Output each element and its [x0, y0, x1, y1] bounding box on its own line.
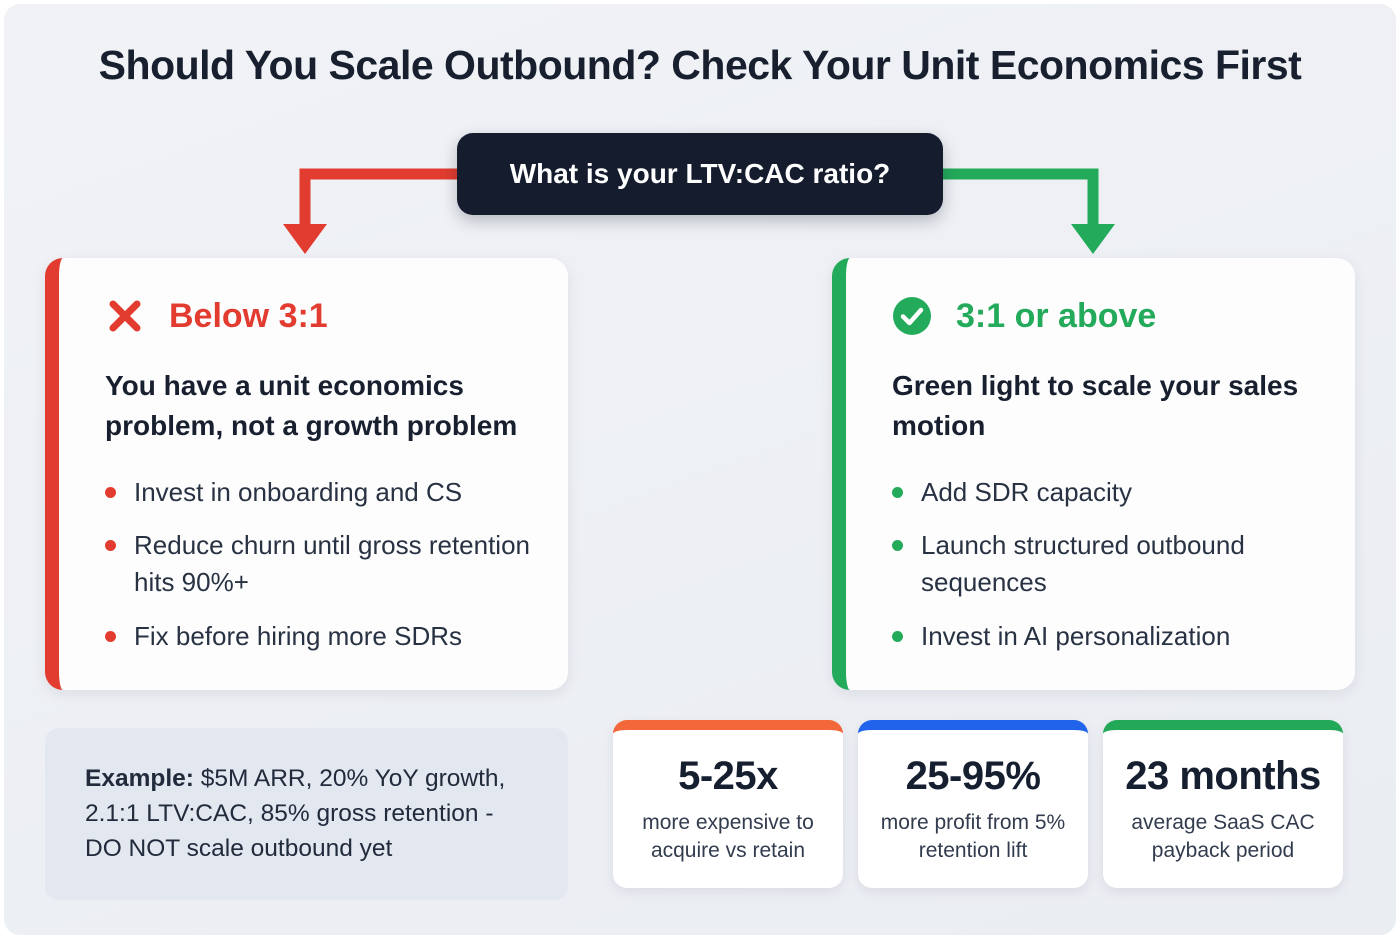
bullet-text: Reduce churn until gross retention hits …	[134, 530, 531, 598]
stat-caption: more profit from 5% retention lift	[880, 810, 1066, 862]
right-branch-subheading: Green light to scale your sales motion	[892, 370, 1299, 441]
stat-card-retention-lift: 25-95% more profit from 5% retention lif…	[858, 720, 1088, 888]
list-item: Fix before hiring more SDRs	[105, 618, 532, 655]
bullet-dot	[105, 540, 116, 552]
stat-caption: average SaaS CAC payback period	[1131, 810, 1315, 862]
bullet-dot	[105, 486, 116, 498]
left-branch-subheading: You have a unit economics problem, not a…	[105, 370, 518, 441]
left-branch-bullets: Invest in onboarding and CS Reduce churn…	[105, 474, 532, 656]
example-text: $5M ARR, 20% YoY growth, 2.1:1 LTV:CAC, …	[85, 765, 506, 862]
example-label: Example:	[85, 765, 194, 792]
stat-caption: more expensive to acquire vs retain	[642, 810, 814, 862]
bullet-text: Invest in AI personalization	[921, 621, 1231, 652]
page-title: Should You Scale Outbound? Check Your Un…	[98, 42, 1302, 88]
right-branch-header: 3:1 or above	[892, 296, 1319, 336]
bullet-text: Fix before hiring more SDRs	[134, 621, 462, 652]
stat-card-acquire-vs-retain: 5-25x more expensive to acquire vs retai…	[613, 720, 843, 888]
right-branch-bullets: Add SDR capacity Launch structured outbo…	[892, 474, 1319, 656]
right-branch-card: 3:1 or above Green light to scale your s…	[832, 258, 1355, 690]
stat-value: 5-25x	[678, 753, 778, 798]
x-icon	[105, 296, 145, 336]
bullet-dot	[105, 631, 116, 643]
list-item: Launch structured outbound sequences	[892, 527, 1319, 601]
question-label: What is your LTV:CAC ratio?	[509, 158, 891, 189]
left-branch-header: Below 3:1	[105, 296, 532, 336]
list-item: Add SDR capacity	[892, 474, 1319, 511]
list-item: Invest in AI personalization	[892, 618, 1319, 655]
stat-card-cac-payback: 23 months average SaaS CAC payback perio…	[1103, 720, 1343, 888]
left-branch-heading: Below 3:1	[169, 296, 328, 335]
bullet-text: Add SDR capacity	[921, 476, 1132, 507]
list-item: Invest in onboarding and CS	[105, 474, 532, 511]
bullet-text: Invest in onboarding and CS	[134, 476, 463, 507]
left-branch-card: Below 3:1 You have a unit economics prob…	[45, 258, 568, 690]
check-icon	[892, 296, 932, 336]
bullet-dot	[892, 486, 903, 498]
stat-value: 23 months	[1125, 753, 1321, 798]
bullet-text: Launch structured outbound sequences	[921, 530, 1245, 598]
stat-value: 25-95%	[905, 753, 1041, 798]
bullet-dot	[892, 540, 903, 552]
bullet-dot	[892, 631, 903, 643]
question-box: What is your LTV:CAC ratio?	[457, 133, 943, 215]
list-item: Reduce churn until gross retention hits …	[105, 527, 532, 601]
example-callout: Example: $5M ARR, 20% YoY growth, 2.1:1 …	[45, 728, 568, 900]
right-branch-heading: 3:1 or above	[956, 296, 1157, 335]
